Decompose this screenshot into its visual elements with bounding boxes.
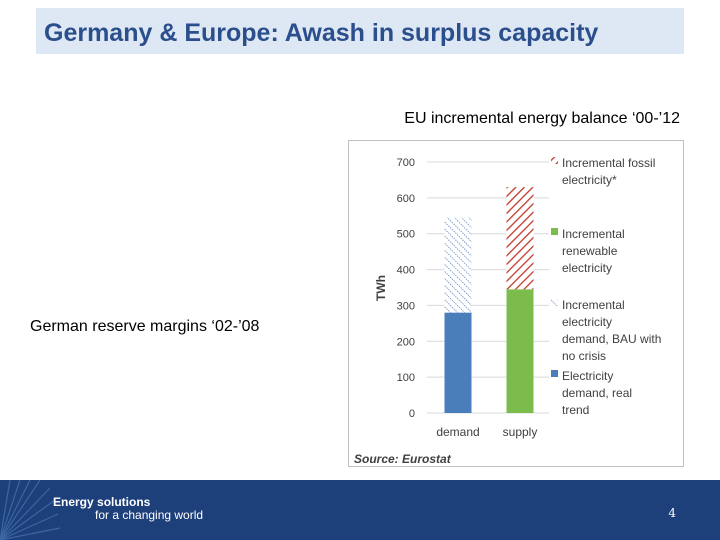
legend-label: Incremental fossil [562, 156, 655, 170]
legend-label: electricity [562, 315, 612, 329]
x-category-label: demand [436, 425, 479, 439]
x-category-label: supply [503, 425, 538, 439]
footer-bar: Energy solutions for a changing world 4 [0, 480, 720, 540]
legend-label: electricity [562, 261, 612, 275]
y-axis-label: TWh [374, 275, 388, 301]
legend-label: Incremental [562, 227, 625, 241]
chart-source-note: Source: Eurostat [354, 452, 452, 466]
slide-title: Germany & Europe: Awash in surplus capac… [44, 19, 599, 47]
legend-swatch [551, 299, 558, 306]
bar-segment [506, 187, 534, 290]
brand-line-2: for a changing world [95, 508, 204, 522]
y-tick-label: 500 [397, 229, 415, 241]
y-tick-label: 600 [397, 193, 415, 205]
chart-title: EU incremental energy balance ‘00-’12 [404, 110, 680, 127]
legend-label: electricity* [562, 173, 617, 187]
title-bar: Germany & Europe: Awash in surplus capac… [36, 8, 684, 54]
legend-swatch [551, 228, 558, 235]
legend-label: renewable [562, 244, 618, 258]
legend-label: trend [562, 403, 589, 417]
page-number: 4 [668, 506, 676, 520]
reserve-margins-label: German reserve margins ‘02-’08 [30, 318, 260, 335]
y-tick-label: 400 [397, 265, 415, 277]
legend-label: Incremental [562, 298, 625, 312]
y-tick-label: 0 [409, 408, 415, 420]
chart-frame: 0 100 200 300 400 500 600 700 demand supply Incr… [348, 140, 684, 467]
legend-label: demand, real [562, 386, 632, 400]
legend-label: no crisis [562, 349, 606, 363]
brand-line-1: Energy solutions [53, 495, 151, 509]
y-tick-label: 200 [397, 336, 415, 348]
y-tick-label: 300 [397, 300, 415, 312]
legend-swatch [551, 157, 558, 164]
stacked-bar-chart: 0 100 200 300 400 500 600 700 demand supply Incr… [354, 156, 661, 466]
bar-segment [444, 217, 472, 313]
bar-segment [506, 289, 534, 413]
legend-label: demand, BAU with [562, 332, 661, 346]
legend-swatch [551, 370, 558, 377]
y-tick-label: 700 [397, 157, 415, 169]
y-tick-label: 100 [397, 372, 415, 384]
starburst-logo-icon [0, 480, 61, 540]
bar-segment [444, 312, 472, 413]
legend-label: Electricity [562, 369, 613, 383]
